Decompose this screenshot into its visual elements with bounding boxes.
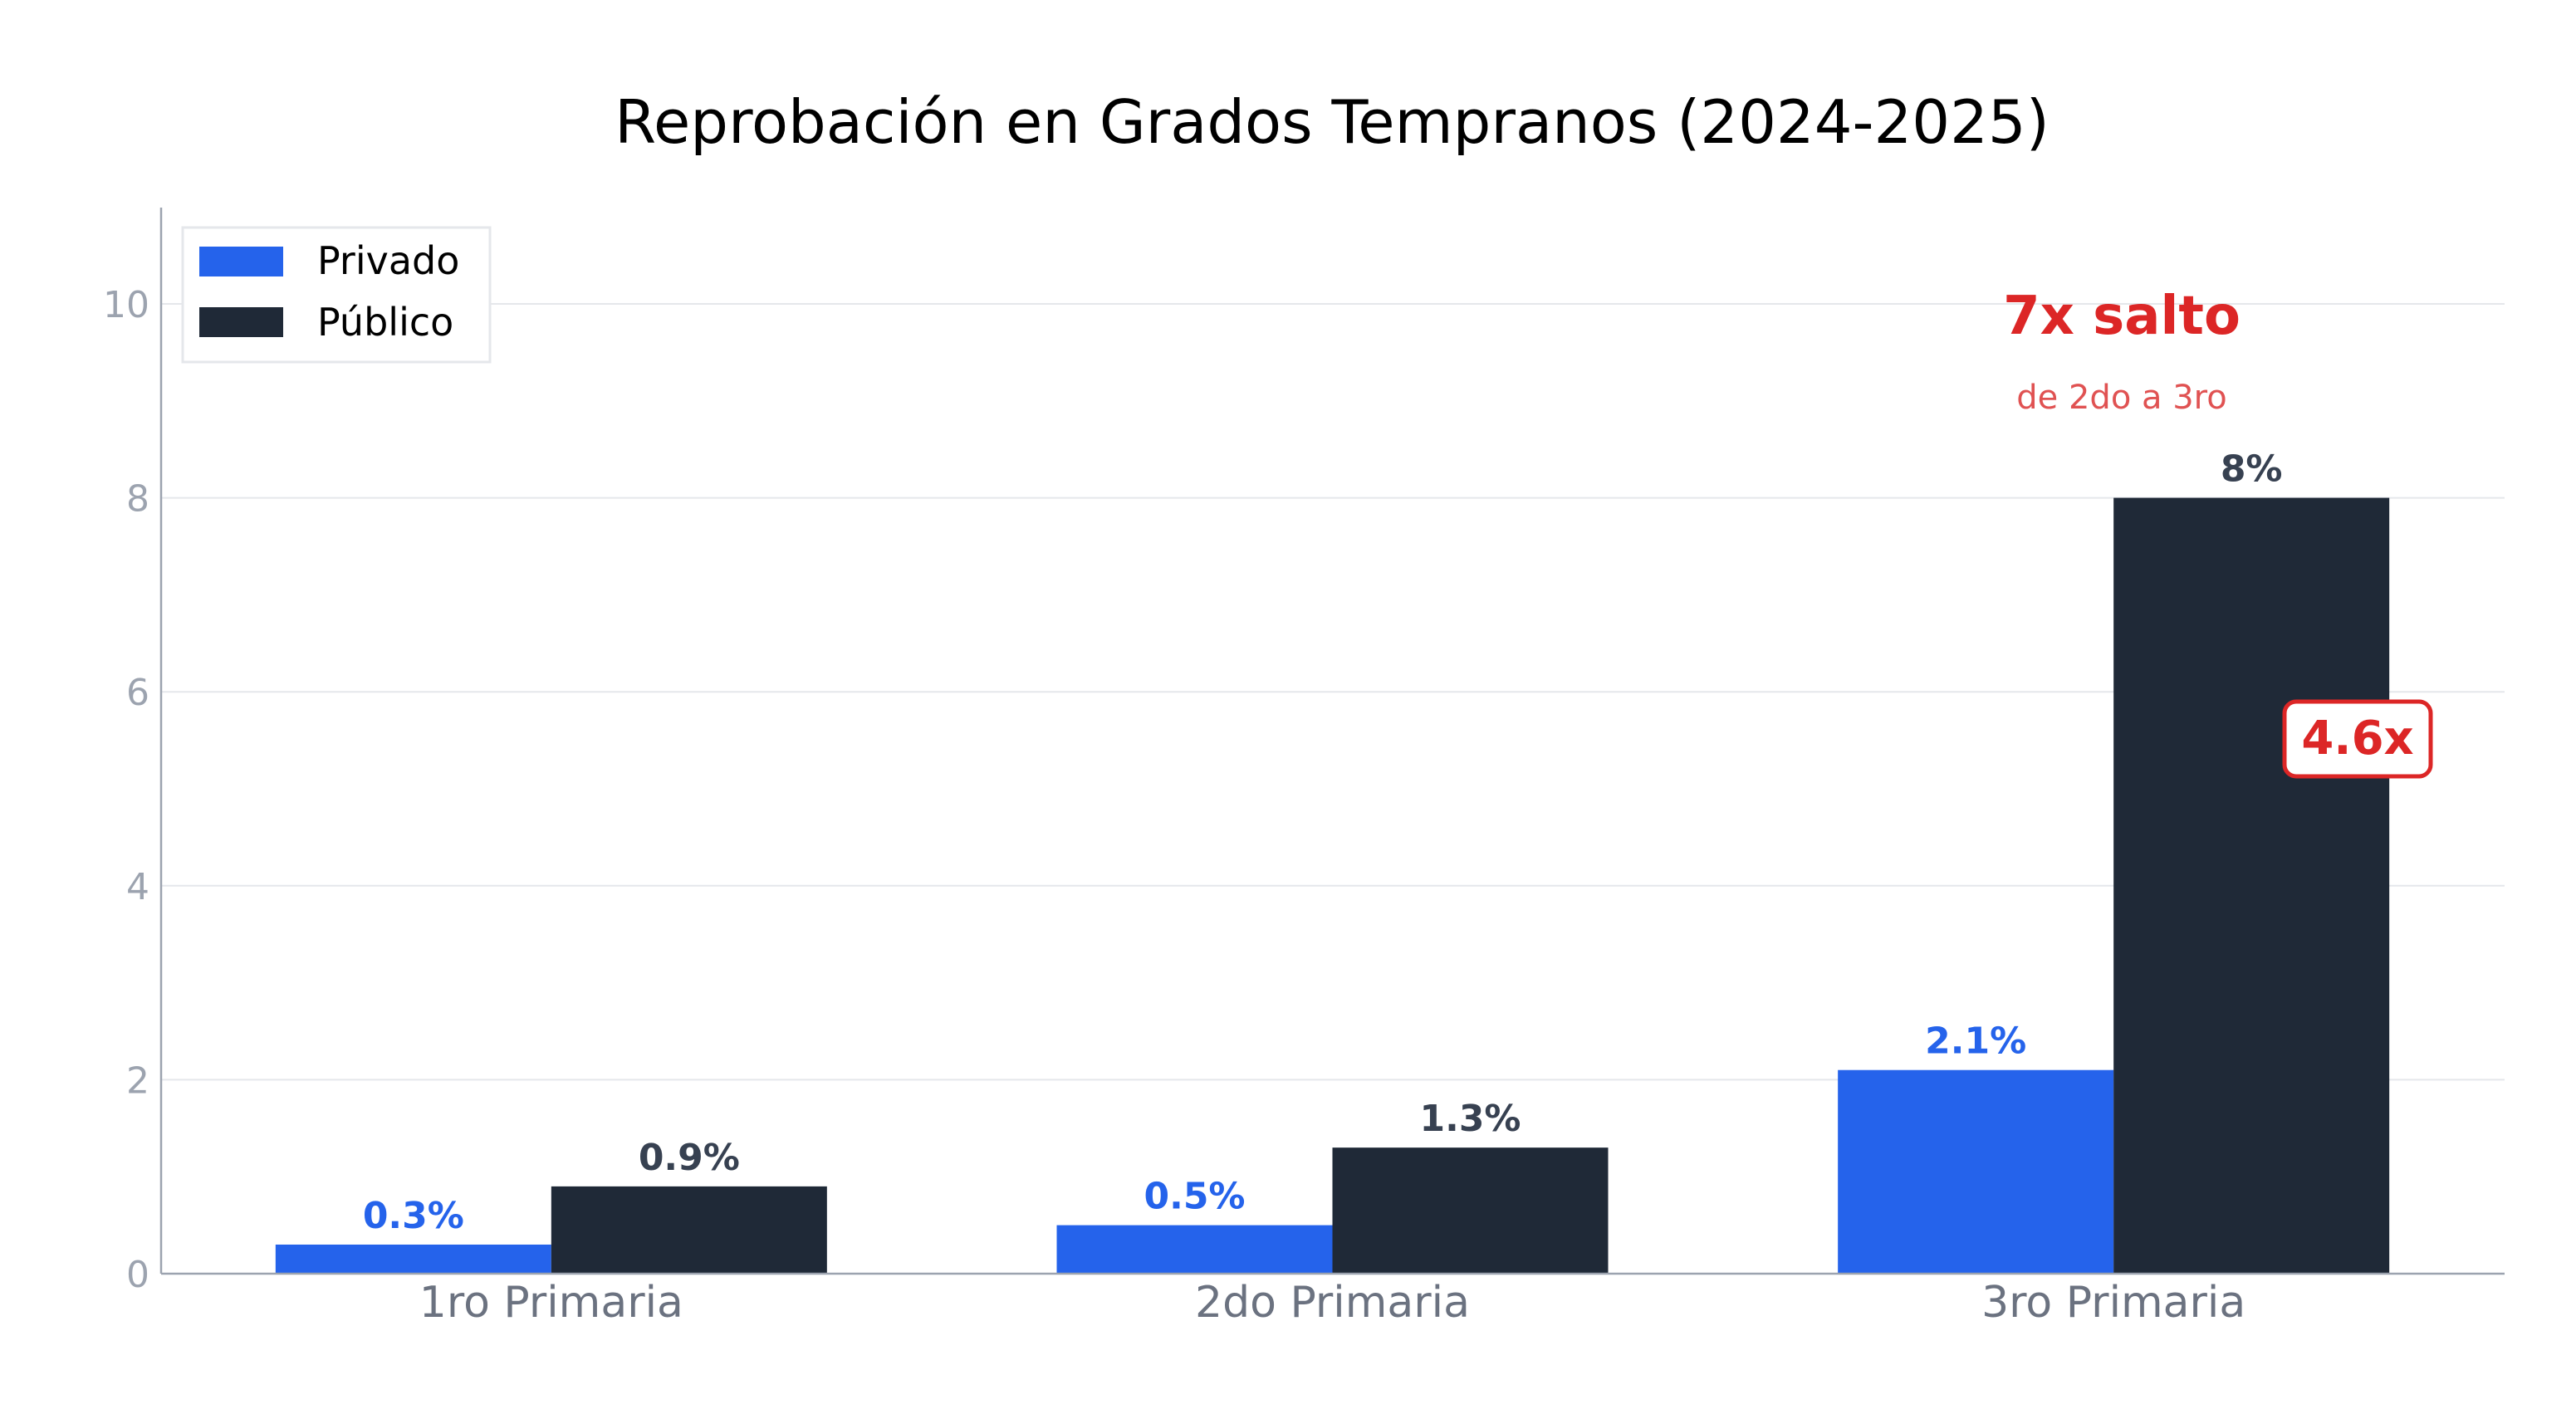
jump-annotation-title: 7x salto bbox=[2003, 286, 2241, 347]
legend-swatch-publico bbox=[199, 307, 283, 337]
x-tick-labels: 1ro Primaria 2do Primaria 3ro Primaria bbox=[419, 1278, 2245, 1328]
value-label: 1.3% bbox=[1419, 1098, 1521, 1140]
bars bbox=[275, 497, 2390, 1274]
value-label: 0.5% bbox=[1144, 1176, 1245, 1218]
chart-title: Reprobación en Grados Tempranos (2024-20… bbox=[615, 87, 2050, 157]
bar-privado bbox=[275, 1244, 551, 1274]
x-tick-label: 3ro Primaria bbox=[1981, 1278, 2245, 1328]
value-label: 2.1% bbox=[1925, 1020, 2026, 1063]
y-tick-label: 2 bbox=[126, 1059, 149, 1102]
ratio-badge-box bbox=[2282, 699, 2433, 779]
bar-privado bbox=[1056, 1225, 1333, 1274]
y-tick-label: 8 bbox=[126, 478, 149, 521]
y-tick-labels: 0 2 4 6 8 10 bbox=[103, 284, 149, 1296]
y-tick-label: 10 bbox=[103, 284, 149, 326]
jump-annotation-subtitle: de 2do a 3ro bbox=[2016, 379, 2226, 417]
ratio-badge-text: 4.6x bbox=[2301, 712, 2413, 766]
value-label: 0.9% bbox=[639, 1137, 740, 1179]
y-tick-label: 4 bbox=[126, 866, 149, 908]
bar-privado bbox=[1838, 1069, 2114, 1274]
value-labels: 0.3% 0.9% 0.5% 1.3% 2.1% 8% bbox=[363, 448, 2283, 1237]
value-label: 8% bbox=[2221, 448, 2283, 491]
x-tick-label: 2do Primaria bbox=[1195, 1278, 1470, 1328]
legend-swatch-privado bbox=[199, 247, 283, 276]
legend-label-publico: Público bbox=[317, 300, 453, 345]
bar-publico bbox=[2113, 497, 2390, 1274]
bar-publico bbox=[1332, 1147, 1609, 1274]
y-tick-label: 6 bbox=[126, 672, 149, 714]
bar-publico bbox=[551, 1186, 827, 1274]
value-label: 0.3% bbox=[363, 1195, 464, 1237]
legend: Privado Público bbox=[181, 226, 492, 364]
x-tick-label: 1ro Primaria bbox=[419, 1278, 683, 1328]
y-tick-label: 0 bbox=[126, 1254, 149, 1296]
legend-label-privado: Privado bbox=[317, 238, 459, 283]
